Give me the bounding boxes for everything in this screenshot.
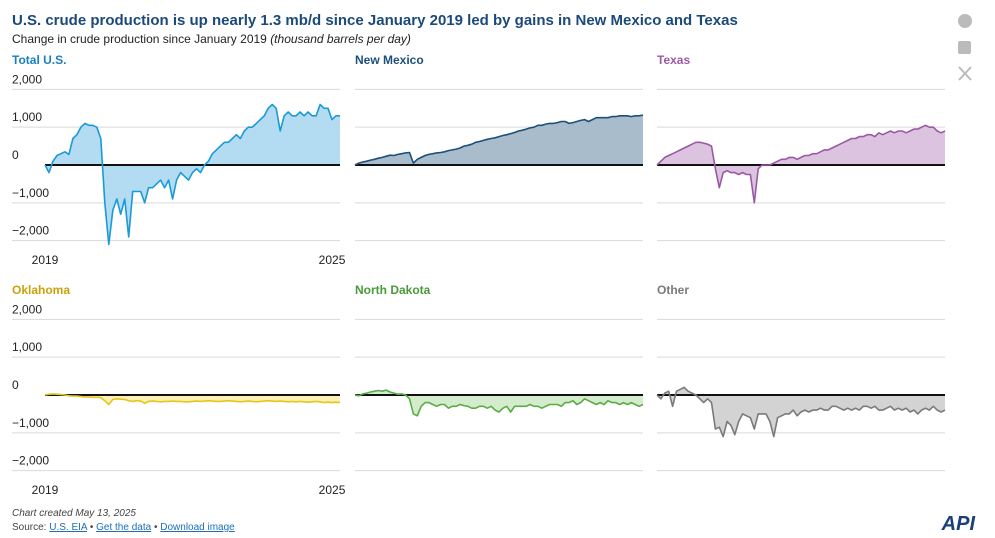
source-label: Source:	[12, 522, 46, 533]
share-icons[interactable]	[958, 14, 972, 81]
image-link[interactable]: Download image	[160, 522, 235, 533]
y-tick-label: 1,000	[12, 110, 42, 124]
y-tick-label: −1,000	[12, 186, 49, 200]
note: Chart created May 13, 2025	[12, 508, 136, 519]
y-tick-label: 0	[12, 378, 19, 392]
panel-title: New Mexico	[355, 53, 424, 67]
area-fill	[45, 393, 340, 405]
line	[354, 389, 644, 417]
line	[44, 103, 340, 246]
line	[44, 393, 341, 406]
source-link[interactable]: U.S. EIA	[49, 522, 88, 533]
x-tick-label: 2025	[319, 253, 346, 267]
subtitle: Change in crude production since January…	[12, 32, 411, 46]
y-tick-label: −1,000	[12, 416, 49, 430]
subtitle-units: (thousand barrels per day)	[270, 32, 411, 46]
area-fill	[355, 390, 643, 416]
linkedin-icon[interactable]	[958, 41, 971, 54]
panels: Total U.S. 2,000 1,000 0 −1,000 −2,000 2019 202…	[12, 53, 946, 497]
panel-title: North Dakota	[355, 283, 431, 297]
separator: •	[90, 522, 94, 533]
panel-title: Other	[657, 283, 689, 297]
x-icon[interactable]	[958, 66, 972, 81]
y-tick-label: 0	[12, 148, 19, 162]
panel-title: Oklahoma	[12, 283, 70, 297]
y-tick-label: 2,000	[12, 72, 42, 86]
x-tick-label: 2019	[32, 483, 59, 497]
y-tick-label: 2,000	[12, 302, 42, 316]
x-tick-label: 2025	[319, 483, 346, 497]
line	[656, 124, 946, 204]
panel-title: Texas	[657, 53, 690, 67]
line	[354, 114, 644, 166]
panel-title: Total U.S.	[12, 53, 66, 67]
line	[656, 386, 946, 438]
x-tick-label: 2019	[32, 253, 59, 267]
y-tick-label: −2,000	[12, 454, 49, 468]
facebook-icon[interactable]	[958, 14, 972, 28]
y-tick-label: −2,000	[12, 224, 49, 238]
data-link[interactable]: Get the data	[96, 522, 151, 533]
separator: •	[154, 522, 158, 533]
title: U.S. crude production is up nearly 1.3 m…	[12, 12, 738, 29]
y-tick-label: 1,000	[12, 340, 42, 354]
source-line: Source: U.S. EIA • Get the data • Downlo…	[12, 522, 235, 533]
subtitle-text: Change in crude production since January…	[12, 32, 267, 46]
area-fill	[45, 104, 340, 245]
area-fill	[355, 115, 643, 165]
logo: API	[941, 513, 976, 535]
